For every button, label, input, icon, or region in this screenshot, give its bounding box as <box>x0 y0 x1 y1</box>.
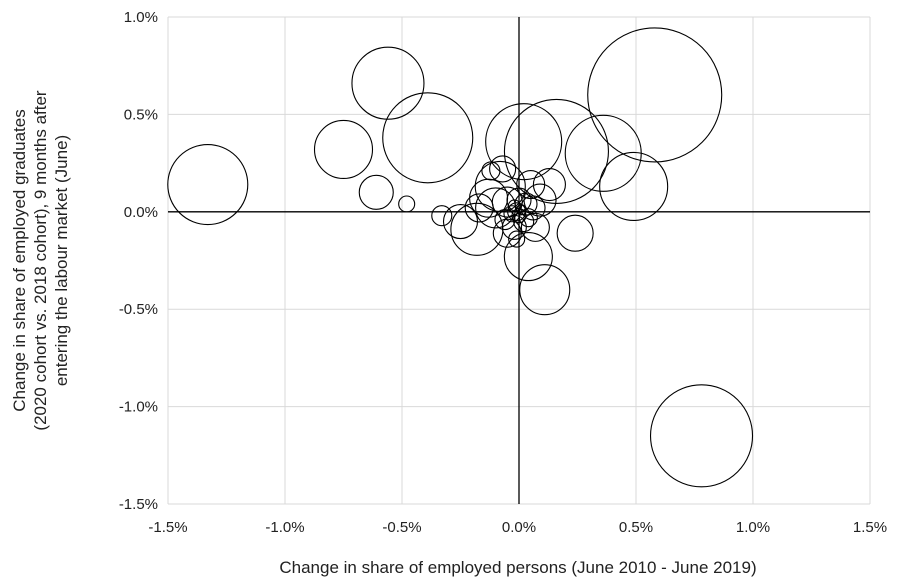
bubble-point <box>518 208 538 228</box>
y-tick-label: -0.5% <box>119 301 158 318</box>
bubble-point <box>503 98 609 204</box>
bubble-point <box>485 103 563 181</box>
x-tick-label: 0.0% <box>502 519 536 536</box>
y-tick-label: 0.0% <box>124 204 158 221</box>
bubble-point <box>508 230 526 248</box>
bubble-point <box>520 212 550 242</box>
bubble-point <box>494 209 516 231</box>
bubble-point <box>481 161 501 181</box>
bubble-point <box>167 143 249 226</box>
bubble-point <box>492 218 522 248</box>
x-tick-label: -1.5% <box>148 519 187 536</box>
y-axis-label-line: (2020 cohort vs. 2018 cohort), 9 months … <box>31 90 50 431</box>
bubble-point <box>358 174 394 210</box>
bubble-point <box>431 205 453 227</box>
y-tick-label: -1.5% <box>119 496 158 513</box>
y-tick-label: -1.0% <box>119 399 158 416</box>
bubble-point <box>532 167 566 202</box>
x-tick-labels: -1.5% -1.0% -0.5% 0.0% 0.5% 1.0% 1.5% <box>148 519 887 536</box>
bubble-point <box>313 119 374 180</box>
x-tick-label: -0.5% <box>382 519 421 536</box>
bubble-point <box>599 151 669 222</box>
x-tick-label: 1.0% <box>736 519 770 536</box>
x-axis-label: Change in share of employed persons (Jun… <box>279 558 756 577</box>
bubble-point <box>556 214 594 252</box>
bubble-point <box>474 160 526 213</box>
bubble-point <box>511 208 527 224</box>
bubble-point <box>587 27 723 163</box>
y-axis-label: Change in share of employed graduates (20… <box>10 90 71 431</box>
bubble-point <box>351 46 425 120</box>
bubble-point <box>519 264 571 316</box>
x-tick-label: -1.0% <box>265 519 304 536</box>
bubble-point <box>649 384 754 488</box>
y-tick-labels: 1.0% 0.5% 0.0% -0.5% -1.0% -1.5% <box>119 9 158 513</box>
y-axis-label-line: entering the labour market (June) <box>52 135 71 386</box>
bubble-point <box>398 195 416 213</box>
x-tick-label: 1.5% <box>853 519 887 536</box>
y-tick-label: 0.5% <box>124 106 158 123</box>
zero-axes <box>168 17 870 504</box>
x-tick-label: 0.5% <box>619 519 653 536</box>
y-tick-label: 1.0% <box>124 9 158 26</box>
bubble-point <box>503 232 553 282</box>
bubble-point <box>489 155 517 183</box>
y-axis-label-line: Change in share of employed graduates <box>10 109 29 411</box>
bubbles <box>167 27 754 488</box>
bubble-point <box>564 114 642 192</box>
bubble-point <box>506 187 532 213</box>
bubble-point <box>464 193 494 223</box>
bubble-point <box>382 92 474 184</box>
